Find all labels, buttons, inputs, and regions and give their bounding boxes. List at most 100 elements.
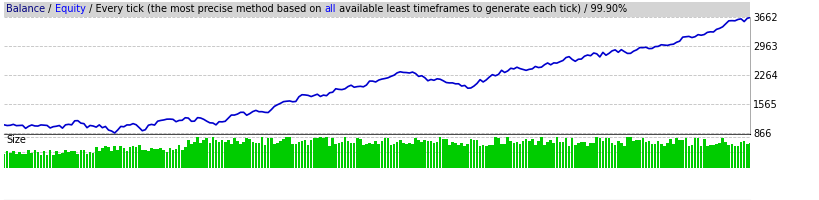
Bar	[30, 153, 33, 168]
Bar	[656, 141, 658, 168]
Bar	[589, 143, 591, 168]
Bar	[291, 144, 294, 168]
Bar	[322, 138, 324, 168]
Bar	[482, 145, 484, 168]
Bar	[558, 142, 560, 168]
Bar	[181, 150, 183, 168]
Bar	[524, 139, 527, 168]
Bar	[368, 143, 370, 168]
Bar	[748, 143, 751, 168]
Bar	[43, 151, 45, 168]
Bar	[306, 145, 309, 168]
Bar	[371, 144, 373, 168]
Bar	[297, 142, 300, 168]
Bar	[387, 138, 389, 168]
Bar	[202, 140, 205, 168]
Bar	[723, 142, 726, 168]
Bar	[383, 138, 386, 168]
Bar	[337, 143, 340, 168]
Bar	[165, 152, 168, 168]
Bar	[518, 144, 521, 168]
Bar	[745, 144, 748, 168]
Bar	[693, 138, 695, 168]
Bar	[230, 144, 233, 168]
Bar	[120, 146, 122, 168]
Bar	[208, 143, 210, 168]
Bar	[396, 142, 398, 168]
Bar	[352, 143, 355, 168]
Bar	[616, 141, 619, 168]
Bar	[34, 150, 36, 168]
Bar	[663, 146, 665, 168]
Bar	[97, 151, 101, 168]
Bar	[104, 146, 106, 168]
Bar	[76, 154, 79, 168]
Bar	[49, 150, 52, 168]
Bar	[74, 151, 76, 168]
Bar	[224, 142, 226, 168]
Bar	[487, 145, 490, 168]
Bar	[650, 144, 653, 168]
Bar	[496, 138, 500, 168]
Bar	[475, 140, 477, 168]
Bar	[301, 141, 303, 168]
Bar	[675, 138, 677, 168]
Bar	[325, 137, 328, 168]
Bar	[684, 138, 686, 168]
Bar	[138, 145, 140, 168]
Bar	[331, 138, 333, 168]
Text: Equity: Equity	[55, 4, 86, 14]
Bar	[233, 138, 235, 168]
Bar	[245, 138, 247, 168]
Bar	[70, 151, 73, 168]
Bar	[285, 137, 287, 168]
Bar	[628, 137, 631, 168]
Bar	[156, 149, 159, 168]
Bar	[25, 154, 27, 168]
Bar	[711, 145, 714, 168]
Bar	[294, 144, 296, 168]
Bar	[423, 140, 426, 168]
Bar	[647, 141, 649, 168]
Bar	[27, 150, 30, 168]
Bar	[721, 138, 723, 168]
Bar	[61, 153, 64, 168]
Bar	[334, 144, 337, 168]
Bar	[107, 147, 110, 168]
Bar	[67, 152, 70, 168]
Bar	[206, 138, 208, 168]
Bar	[459, 143, 463, 168]
Bar	[254, 143, 257, 168]
Bar	[681, 140, 683, 168]
Bar	[533, 145, 536, 168]
Bar	[86, 154, 88, 168]
Bar	[626, 137, 628, 168]
Bar	[554, 137, 558, 168]
Bar	[113, 146, 115, 168]
Bar	[264, 145, 266, 168]
Bar	[9, 153, 11, 168]
Bar	[236, 141, 238, 168]
Bar	[509, 141, 511, 168]
Bar	[735, 146, 739, 168]
Bar	[604, 138, 607, 168]
Bar	[276, 143, 278, 168]
Bar	[512, 143, 514, 168]
Bar	[88, 152, 91, 168]
Bar	[579, 142, 582, 168]
Bar	[374, 141, 377, 168]
Bar	[531, 139, 533, 168]
Bar	[359, 139, 361, 168]
Bar	[313, 138, 315, 168]
Bar	[672, 144, 674, 168]
Bar	[278, 141, 282, 168]
Bar	[260, 137, 263, 168]
Bar	[125, 151, 128, 168]
Bar	[708, 145, 711, 168]
Bar	[699, 146, 702, 168]
Bar	[500, 144, 502, 168]
Bar	[187, 140, 189, 168]
Bar	[269, 138, 272, 168]
Bar	[52, 155, 55, 168]
Bar	[141, 150, 143, 168]
